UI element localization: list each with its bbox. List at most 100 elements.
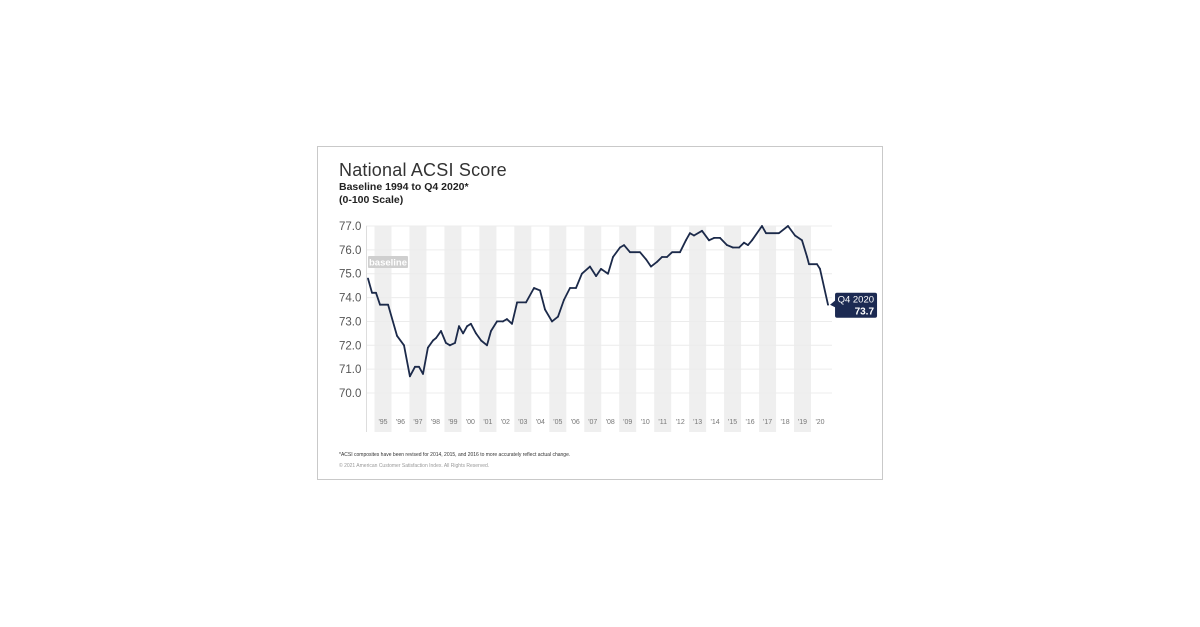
x-tick-label: '14 xyxy=(711,419,720,426)
data-point xyxy=(502,320,504,323)
year-band xyxy=(549,226,567,432)
x-tick-label: '17 xyxy=(763,419,772,426)
data-point xyxy=(490,330,492,332)
data-point xyxy=(645,258,647,261)
year-band xyxy=(479,226,497,432)
data-point xyxy=(713,237,715,239)
data-point xyxy=(511,322,513,325)
data-point xyxy=(462,332,464,335)
data-point xyxy=(551,320,553,323)
data-point xyxy=(589,265,591,268)
data-point xyxy=(432,339,434,342)
data-point xyxy=(639,251,641,254)
data-point xyxy=(595,275,597,278)
baseline-badge xyxy=(368,256,408,268)
year-band xyxy=(619,226,637,432)
data-point xyxy=(454,342,456,344)
x-tick-label: '97 xyxy=(413,419,422,426)
data-point xyxy=(619,246,621,249)
data-point xyxy=(440,330,442,332)
x-tick-label: '99 xyxy=(448,419,457,426)
data-point xyxy=(539,289,541,292)
data-point xyxy=(375,291,377,294)
data-point xyxy=(650,265,652,268)
x-tick-label: '13 xyxy=(693,419,702,426)
data-point xyxy=(747,244,749,246)
data-point xyxy=(765,232,767,235)
data-point xyxy=(801,239,803,242)
data-point xyxy=(496,320,498,323)
data-point xyxy=(480,339,482,342)
data-point xyxy=(816,263,818,266)
year-band xyxy=(514,226,532,432)
chart-title: National ACSI Score xyxy=(339,160,507,180)
data-point xyxy=(409,375,411,378)
y-tick-label: 73.0 xyxy=(339,316,361,328)
year-band xyxy=(654,226,672,432)
baseline-label: baseline xyxy=(369,258,407,269)
data-point xyxy=(403,344,405,347)
data-point xyxy=(458,325,460,328)
data-point xyxy=(623,244,625,246)
data-point xyxy=(743,241,745,244)
callout-label: Q4 2020 xyxy=(838,295,874,306)
data-point xyxy=(475,332,477,335)
data-point xyxy=(656,260,658,263)
year-band xyxy=(444,226,462,432)
x-tick-label: '20 xyxy=(815,419,824,426)
data-point xyxy=(486,344,488,347)
x-tick-label: '96 xyxy=(396,419,405,426)
data-point xyxy=(671,251,674,254)
x-tick-label: '18 xyxy=(780,419,789,426)
data-point xyxy=(685,239,687,242)
callout-value: 73.7 xyxy=(855,307,875,318)
data-point xyxy=(719,237,721,239)
y-tick-label: 71.0 xyxy=(339,364,361,376)
data-point xyxy=(563,299,565,301)
x-tick-label: '06 xyxy=(571,419,580,426)
data-point xyxy=(575,287,577,289)
x-tick-label: '11 xyxy=(658,419,667,426)
x-tick-label: '02 xyxy=(501,419,510,426)
data-point xyxy=(396,334,398,337)
data-point xyxy=(693,234,695,237)
data-point xyxy=(827,303,829,306)
data-point xyxy=(544,308,546,311)
data-point xyxy=(808,263,810,266)
data-point xyxy=(569,287,571,289)
data-point xyxy=(427,346,429,349)
y-tick-label: 76.0 xyxy=(339,245,361,257)
data-point xyxy=(732,246,734,249)
data-point xyxy=(761,225,763,227)
year-band xyxy=(759,226,777,432)
x-tick-label: '16 xyxy=(746,419,755,426)
data-point xyxy=(778,232,780,235)
x-tick-label: '10 xyxy=(641,419,650,426)
data-point xyxy=(751,239,753,242)
data-point xyxy=(422,373,424,375)
y-tick-label: 77.0 xyxy=(339,221,361,233)
data-point xyxy=(666,256,668,258)
x-tick-label: '12 xyxy=(676,419,685,426)
x-tick-label: '01 xyxy=(483,419,492,426)
x-tick-label: '09 xyxy=(623,419,632,426)
data-point xyxy=(371,291,373,294)
callout-pointer xyxy=(830,299,837,308)
copyright: © 2021 American Customer Satisfaction In… xyxy=(339,463,490,469)
year-band xyxy=(409,226,427,432)
x-tick-label: '03 xyxy=(518,419,527,426)
data-point xyxy=(581,272,583,275)
data-point xyxy=(794,234,796,237)
data-point xyxy=(445,342,447,344)
x-tick-label: '15 xyxy=(728,419,737,426)
data-point xyxy=(661,256,663,258)
x-tick-label: '05 xyxy=(553,419,562,426)
data-point xyxy=(367,277,369,280)
y-tick-label: 70.0 xyxy=(339,388,361,400)
data-point xyxy=(533,287,535,289)
data-point xyxy=(414,365,416,368)
data-point xyxy=(607,272,609,275)
data-point xyxy=(466,325,468,328)
